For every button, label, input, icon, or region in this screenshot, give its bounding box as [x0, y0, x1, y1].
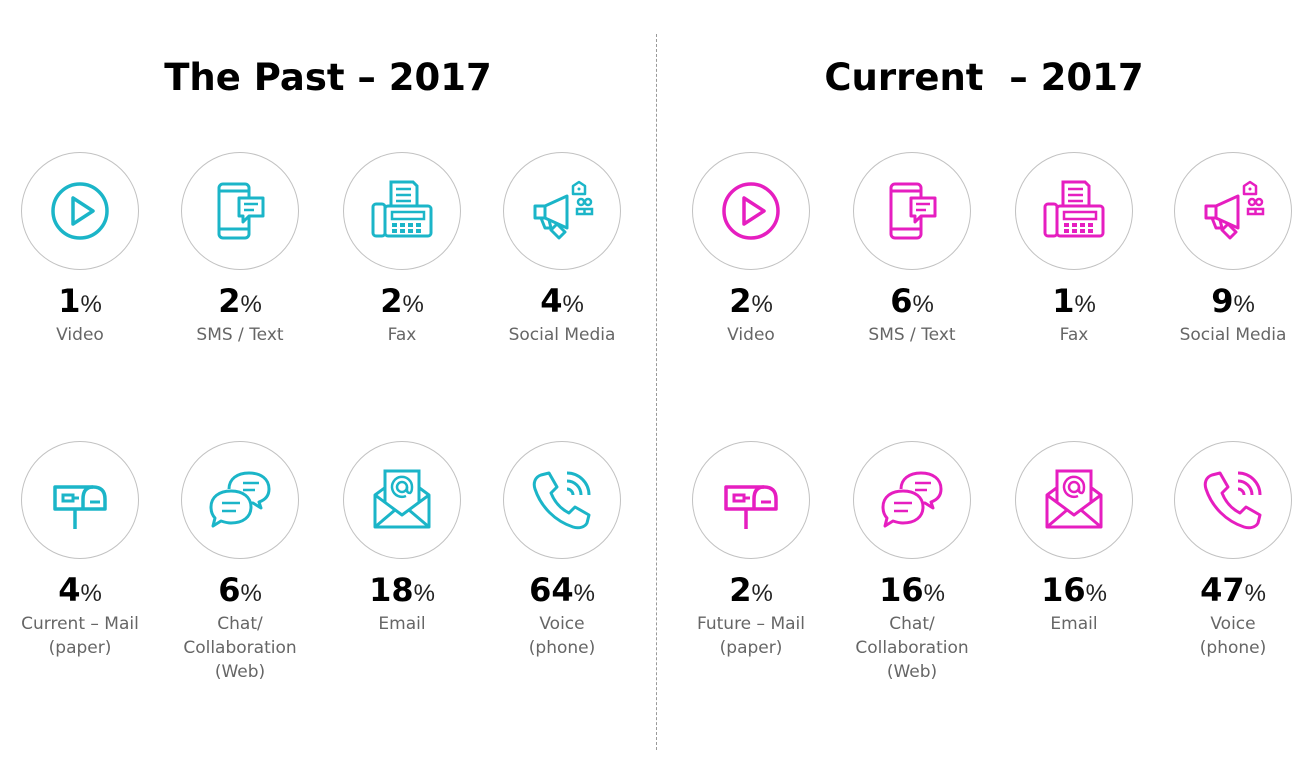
video-icon: [21, 152, 139, 270]
stat-value: 2: [380, 282, 403, 320]
stat-value: 4: [540, 282, 563, 320]
phone-icon: [1174, 441, 1292, 559]
stat-value: 16: [1041, 571, 1086, 609]
percent-sign: %: [402, 291, 424, 318]
stat-value: 2: [729, 282, 752, 320]
current-video-item: 2% Video: [671, 152, 831, 347]
percent-sign: %: [1233, 291, 1255, 318]
stat-value: 18: [369, 571, 414, 609]
past-video-item: 1% Video: [0, 152, 160, 347]
channel-label: Chat/ Collaboration (Web): [855, 614, 969, 682]
percent-sign: %: [751, 291, 773, 318]
stat-value: 6: [218, 571, 241, 609]
percent-sign: %: [80, 580, 102, 607]
past-mail-item: 4% Current – Mail (paper): [0, 441, 160, 660]
channel-label: Voice (phone): [528, 614, 596, 658]
percent-sign: %: [573, 580, 595, 607]
sms-text-icon: [853, 152, 971, 270]
stat-value: 2: [218, 282, 241, 320]
current-voice-item: 47% Voice (phone): [1153, 441, 1313, 660]
video-icon: [692, 152, 810, 270]
channel-label: SMS / Text: [196, 325, 284, 345]
past-fax-item: 2% Fax: [322, 152, 482, 347]
stat-value: 1: [58, 282, 81, 320]
social-media-icon: [503, 152, 621, 270]
channel-label: Current – Mail (paper): [21, 614, 139, 658]
email-icon: [343, 441, 461, 559]
current-social-item: 9% Social Media: [1153, 152, 1313, 347]
percent-sign: %: [923, 580, 945, 607]
percent-sign: %: [1244, 580, 1266, 607]
stat-value: 9: [1211, 282, 1234, 320]
channel-label: Video: [727, 325, 775, 345]
percent-sign: %: [912, 291, 934, 318]
fax-icon: [1015, 152, 1133, 270]
channel-label: Future – Mail (paper): [697, 614, 805, 658]
current-sms-item: 6% SMS / Text: [832, 152, 992, 347]
stat-value: 6: [890, 282, 913, 320]
stat-value: 47: [1200, 571, 1245, 609]
percent-sign: %: [562, 291, 584, 318]
stat-value: 64: [529, 571, 574, 609]
past-email-item: 18% Email: [322, 441, 482, 636]
percent-sign: %: [1085, 580, 1107, 607]
mailbox-icon: [21, 441, 139, 559]
percent-sign: %: [240, 291, 262, 318]
sms-text-icon: [181, 152, 299, 270]
channel-label: Video: [56, 325, 104, 345]
stat-value: 1: [1052, 282, 1075, 320]
percent-sign: %: [413, 580, 435, 607]
past-social-item: 4% Social Media: [482, 152, 642, 347]
chat-icon: [853, 441, 971, 559]
stat-value: 4: [58, 571, 81, 609]
past-chat-item: 6% Chat/ Collaboration (Web): [160, 441, 320, 684]
stat-value: 16: [879, 571, 924, 609]
channel-label: Email: [378, 614, 426, 634]
channel-label: Voice (phone): [1199, 614, 1267, 658]
channel-label: SMS / Text: [868, 325, 956, 345]
current-fax-item: 1% Fax: [994, 152, 1154, 347]
email-icon: [1015, 441, 1133, 559]
panel-divider: [656, 34, 657, 750]
percent-sign: %: [80, 291, 102, 318]
channel-label: Email: [1050, 614, 1098, 634]
past-sms-item: 2% SMS / Text: [160, 152, 320, 347]
percent-sign: %: [751, 580, 773, 607]
channel-label: Chat/ Collaboration (Web): [183, 614, 297, 682]
mailbox-icon: [692, 441, 810, 559]
percent-sign: %: [1074, 291, 1096, 318]
current-chat-item: 16% Chat/ Collaboration (Web): [832, 441, 992, 684]
past-panel-title: The Past – 2017: [164, 56, 492, 99]
channel-label: Fax: [1059, 325, 1089, 345]
past-voice-item: 64% Voice (phone): [482, 441, 642, 660]
fax-icon: [343, 152, 461, 270]
channel-label: Social Media: [1179, 325, 1287, 345]
stat-value: 2: [729, 571, 752, 609]
current-panel-title: Current – 2017: [824, 56, 1144, 99]
percent-sign: %: [240, 580, 262, 607]
channel-label: Fax: [387, 325, 417, 345]
chat-icon: [181, 441, 299, 559]
social-media-icon: [1174, 152, 1292, 270]
phone-icon: [503, 441, 621, 559]
current-mail-item: 2% Future – Mail (paper): [671, 441, 831, 660]
current-email-item: 16% Email: [994, 441, 1154, 636]
channel-label: Social Media: [508, 325, 616, 345]
